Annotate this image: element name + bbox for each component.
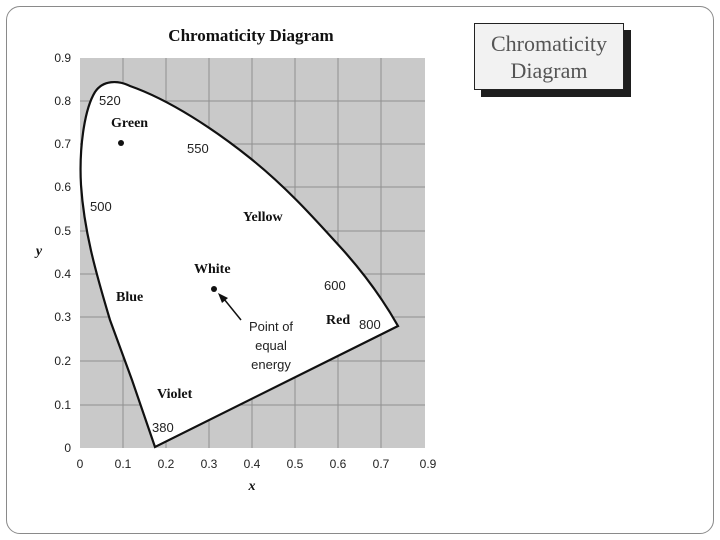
wavelength-label: 800 xyxy=(359,317,381,332)
slide-title: Chromaticity Diagram xyxy=(490,30,608,83)
x-tick-label: 0.1 xyxy=(115,457,132,471)
x-tick-label: 0.4 xyxy=(244,457,261,471)
x-tick-label: 0 xyxy=(77,457,84,471)
y-tick-label: 0.6 xyxy=(54,180,71,194)
y-tick-label: 0.8 xyxy=(54,94,71,108)
color-label-blue: Blue xyxy=(116,290,143,305)
x-axis-label: x xyxy=(248,479,256,494)
color-label-violet: Violet xyxy=(157,387,193,402)
annotation-line: equal xyxy=(255,338,287,353)
white-point xyxy=(211,286,217,292)
color-label-yellow: Yellow xyxy=(243,210,284,225)
y-tick-label: 0.3 xyxy=(54,310,71,324)
color-label-green: Green xyxy=(111,116,148,131)
color-label-white: White xyxy=(194,262,231,277)
x-tick-label: 0.9 xyxy=(420,457,437,471)
y-tick-label: 0.7 xyxy=(54,137,71,151)
slide-title-box: Chromaticity Diagram xyxy=(474,23,624,90)
wavelength-label: 520 xyxy=(99,93,121,108)
y-tick-label: 0.2 xyxy=(54,354,71,368)
x-tick-label: 0.2 xyxy=(158,457,175,471)
y-axis-label: y xyxy=(34,244,43,259)
wavelength-label: 550 xyxy=(187,141,209,156)
x-tick-label: 0.7 xyxy=(373,457,390,471)
x-tick-label: 0.5 xyxy=(287,457,304,471)
annotation-line: energy xyxy=(251,357,291,372)
annotation-line: Point of xyxy=(249,319,293,334)
wavelength-label: 500 xyxy=(90,199,112,214)
y-tick-label: 0.1 xyxy=(54,398,71,412)
color-label-red: Red xyxy=(326,313,350,328)
chart-title: Chromaticity Diagram xyxy=(168,26,333,45)
x-tick-label: 0.3 xyxy=(201,457,218,471)
x-tick-label: 0.6 xyxy=(330,457,347,471)
y-tick-label: 0 xyxy=(64,441,71,455)
y-tick-label: 0.4 xyxy=(54,267,71,281)
annotation-arrow xyxy=(218,293,242,321)
wavelength-label: 600 xyxy=(324,278,346,293)
spectral-locus xyxy=(79,80,400,449)
wavelength-label: 380 xyxy=(152,420,174,435)
y-tick-label: 0.5 xyxy=(54,224,71,238)
green-point xyxy=(118,140,124,146)
y-tick-label: 0.9 xyxy=(54,51,71,65)
